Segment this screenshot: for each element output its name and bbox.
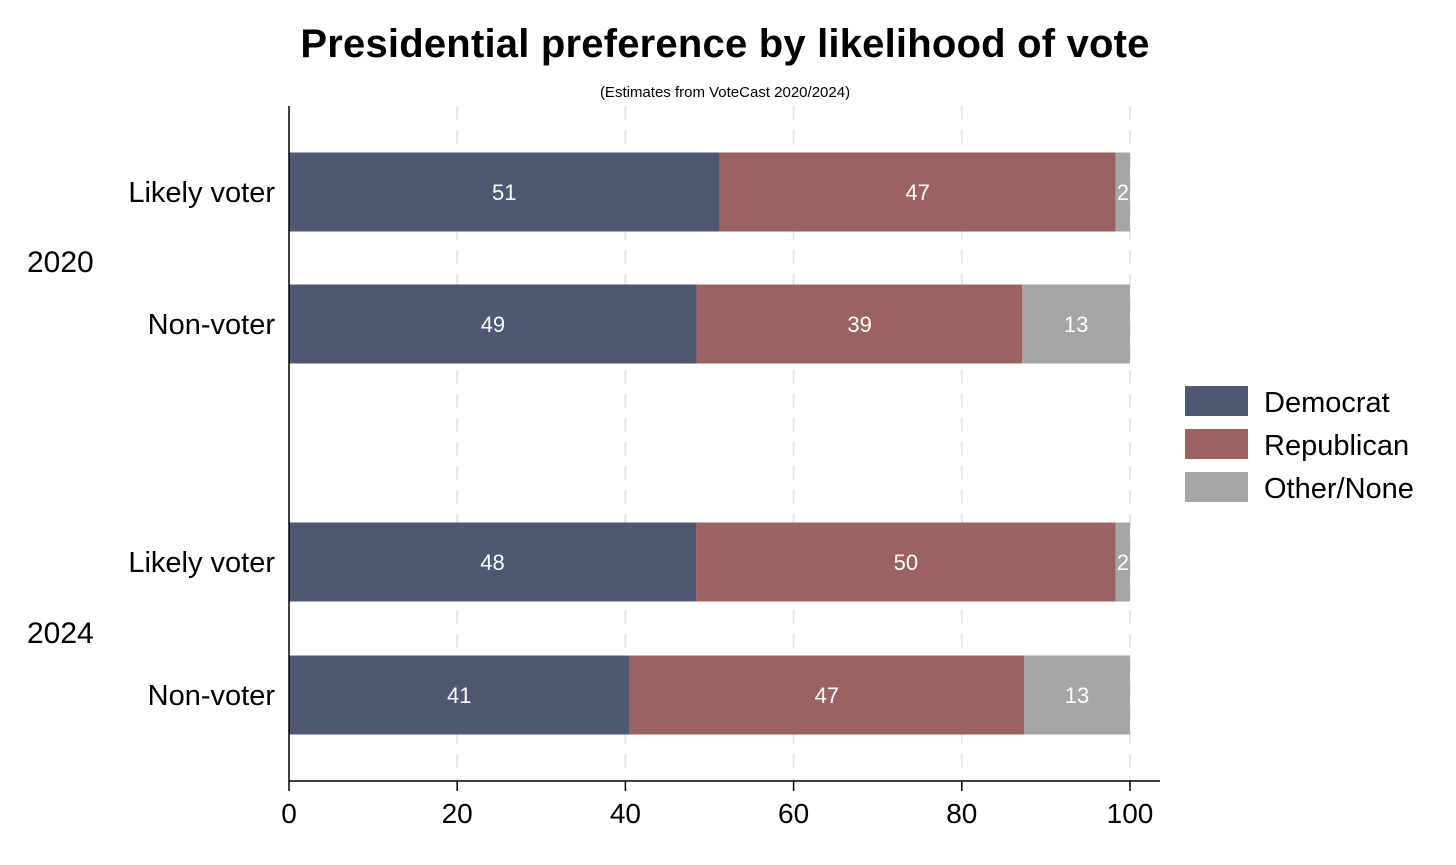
chart-subtitle: (Estimates from VoteCast 2020/2024) xyxy=(599,84,851,101)
data-label: 47 xyxy=(815,683,839,708)
bar-segment-republican xyxy=(719,152,1116,232)
bar-segment-republican xyxy=(696,522,1116,602)
data-label: 13 xyxy=(1065,683,1089,708)
bar-segment-democrat xyxy=(289,522,697,602)
bar-segment-other-none xyxy=(1022,284,1130,364)
group-label: 2020 xyxy=(27,246,94,279)
data-label: 50 xyxy=(894,550,918,575)
x-tick-label: 40 xyxy=(610,798,641,829)
legend-swatch xyxy=(1185,472,1248,502)
group-label: 2024 xyxy=(27,617,94,650)
category-label: Non-voter xyxy=(148,309,276,341)
x-tick-label: 60 xyxy=(778,798,809,829)
data-label: 2 xyxy=(1117,180,1129,205)
bar-segment-democrat xyxy=(289,655,630,735)
bar-segment-other-none xyxy=(1115,522,1130,602)
legend-swatch xyxy=(1185,386,1248,416)
data-label: 49 xyxy=(481,312,505,337)
legend-label: Republican xyxy=(1264,430,1409,462)
legend-swatch xyxy=(1185,429,1248,459)
data-label: 39 xyxy=(847,312,871,337)
category-label: Likely voter xyxy=(128,177,275,209)
category-label: Non-voter xyxy=(148,680,276,712)
chart-title: Presidential preference by likelihood of… xyxy=(300,22,1150,66)
data-label: 47 xyxy=(905,180,929,205)
category-label: Likely voter xyxy=(128,547,275,579)
data-label: 2 xyxy=(1117,550,1129,575)
bar-segment-other-none xyxy=(1024,655,1130,735)
x-tick-label: 80 xyxy=(946,798,977,829)
bar-segment-democrat xyxy=(289,152,720,232)
legend-label: Other/None xyxy=(1264,473,1414,505)
x-tick-label: 20 xyxy=(442,798,473,829)
data-label: 13 xyxy=(1064,312,1088,337)
x-tick-label: 100 xyxy=(1107,798,1154,829)
data-label: 41 xyxy=(447,683,471,708)
bar-segment-republican xyxy=(696,284,1023,364)
bar-segment-other-none xyxy=(1115,152,1130,232)
data-label: 51 xyxy=(492,180,516,205)
x-tick-label: 0 xyxy=(281,798,297,829)
bar-segment-republican xyxy=(629,655,1025,735)
bar-segment-democrat xyxy=(289,284,697,364)
legend-label: Democrat xyxy=(1264,387,1390,419)
data-label: 48 xyxy=(480,550,504,575)
